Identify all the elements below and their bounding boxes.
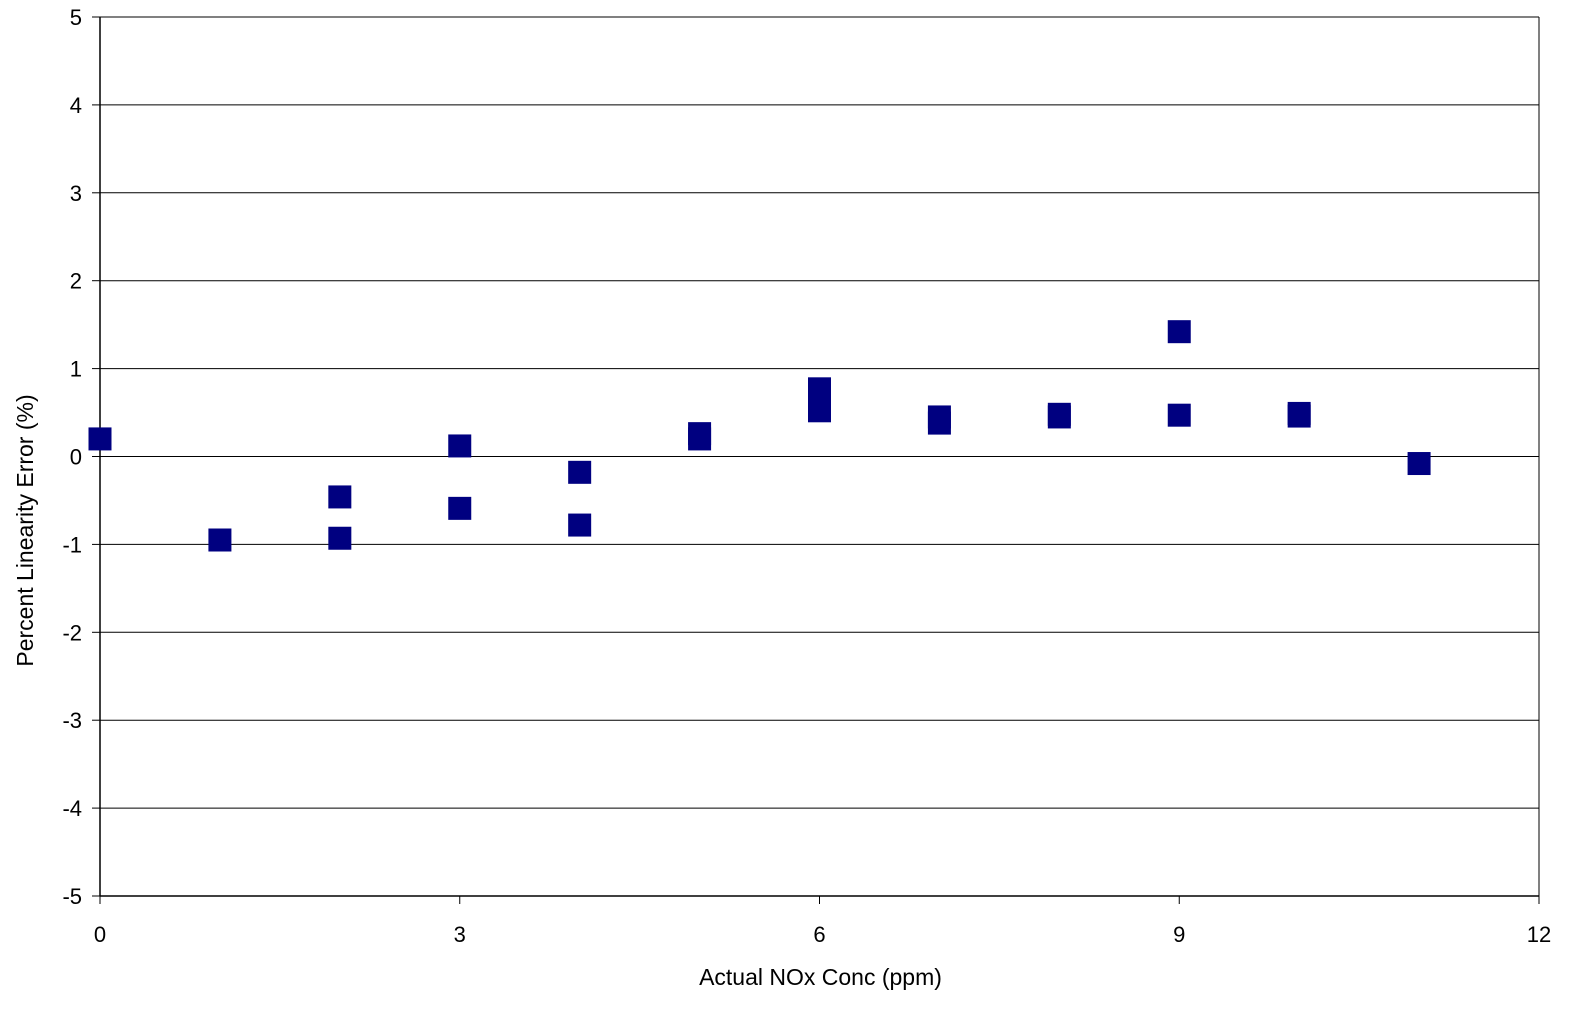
- y-tick-label: -3: [62, 708, 82, 733]
- y-tick-label: 1: [70, 357, 82, 382]
- data-points: [88, 320, 1431, 552]
- tick-labels: 5 4 3 2 1 0 -1 -2 -3 -4 -5 0 3 6 9 12: [62, 5, 1551, 947]
- data-point: [448, 496, 472, 520]
- data-point: [1167, 403, 1191, 427]
- y-tick-label: -4: [62, 796, 82, 821]
- axes: [92, 16, 1540, 904]
- y-tick-label: 2: [70, 269, 82, 294]
- data-point: [927, 411, 951, 435]
- gridlines: [100, 16, 1539, 897]
- x-tick-label: 9: [1173, 922, 1185, 947]
- y-tick-label: 4: [70, 93, 82, 118]
- data-point: [88, 427, 112, 451]
- x-tick-label: 0: [94, 922, 106, 947]
- data-point: [568, 513, 592, 537]
- y-axis-title: Percent Linearity Error (%): [12, 394, 38, 666]
- y-tick-label: -5: [62, 884, 82, 909]
- data-point: [328, 485, 352, 509]
- x-tick-label: 6: [813, 922, 825, 947]
- data-point: [208, 528, 232, 552]
- x-tick-label: 12: [1527, 922, 1551, 947]
- y-tick-label: 0: [70, 445, 82, 470]
- y-tick-label: -2: [62, 620, 82, 645]
- y-tick-label: -1: [62, 532, 82, 557]
- y-tick-label: 5: [70, 5, 82, 30]
- x-axis-title: Actual NOx Conc (ppm): [699, 964, 942, 990]
- data-point: [448, 434, 472, 458]
- data-point: [1167, 320, 1191, 344]
- data-point: [688, 427, 712, 451]
- data-point: [808, 377, 831, 401]
- data-point: [568, 460, 592, 484]
- data-point: [328, 526, 352, 550]
- data-point: [1407, 452, 1431, 476]
- x-tick-label: 3: [454, 922, 466, 947]
- data-point: [808, 399, 831, 423]
- y-tick-label: 3: [70, 181, 82, 206]
- data-point: [1287, 404, 1311, 428]
- data-point: [1047, 405, 1071, 429]
